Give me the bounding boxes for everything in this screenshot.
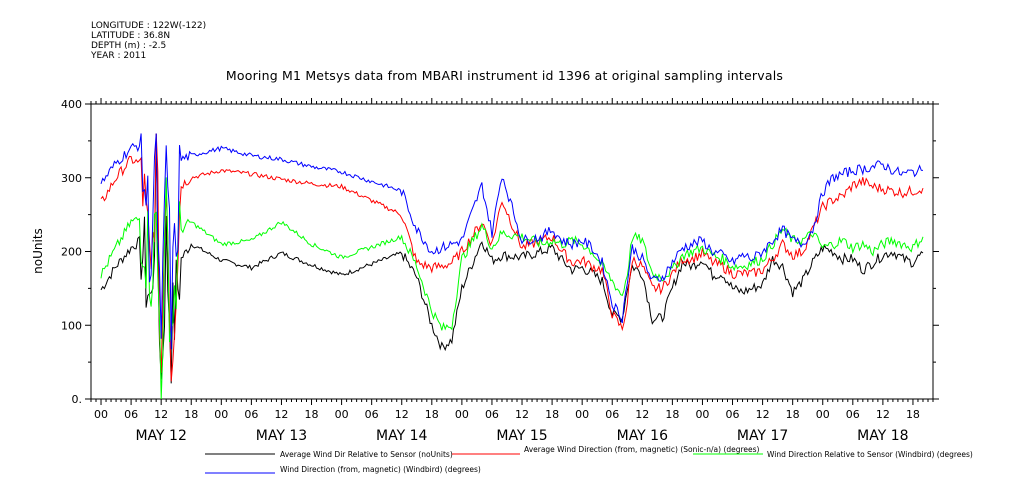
legend-label: Wind Direction Relative to Sensor (Windb… — [767, 450, 973, 459]
y-tick-label: 100 — [61, 319, 82, 332]
y-tick-label: 400 — [61, 98, 82, 111]
metadata-year: YEAR : 2011 — [91, 51, 147, 61]
x-day-label: MAY 17 — [737, 428, 788, 444]
y-axis-label: noUnits — [31, 228, 45, 274]
x-day-label: MAY 18 — [857, 428, 908, 444]
x-tick-label: 00 — [94, 408, 108, 421]
x-tick-label: 12 — [395, 408, 409, 421]
x-tick-label: 12 — [876, 408, 890, 421]
series-line-1 — [100, 133, 924, 384]
x-tick-label: 00 — [695, 408, 709, 421]
y-tick-label: 0. — [72, 393, 83, 406]
x-tick-label: 12 — [635, 408, 649, 421]
x-tick-label: 12 — [756, 408, 770, 421]
x-tick-label: 18 — [906, 408, 920, 421]
metadata-block: LONGITUDE : 122W(-122) LATITUDE : 36.8N … — [91, 21, 206, 61]
series-layer — [100, 133, 924, 400]
series-line-4 — [100, 133, 924, 350]
metadata-longitude: LONGITUDE : 122W(-122) — [91, 21, 207, 31]
x-tick-label: 18 — [665, 408, 679, 421]
legend-label: Average Wind Dir Relative to Sensor (noU… — [280, 450, 453, 459]
axis-ticks: 0. 100 200 300 400 00 06 12 18 00 06 12 18 00 06 12 18 00… — [61, 98, 939, 444]
legend: Average Wind Dir Relative to Sensor (noU… — [205, 445, 973, 474]
series-line-2 — [100, 133, 924, 382]
legend-label: Wind Direction (from, magnetic) (Windbir… — [280, 465, 481, 474]
x-tick-label: 18 — [305, 408, 319, 421]
x-day-label: MAY 16 — [617, 428, 668, 444]
x-tick-label: 06 — [485, 408, 499, 421]
metadata-depth: DEPTH (m) : -2.5 — [91, 41, 167, 51]
x-tick-label: 00 — [455, 408, 469, 421]
x-tick-label: 06 — [365, 408, 379, 421]
x-day-label: MAY 14 — [376, 428, 427, 444]
x-tick-label: 06 — [605, 408, 619, 421]
metadata-latitude: LATITUDE : 36.8N — [91, 31, 171, 41]
x-tick-label: 12 — [154, 408, 168, 421]
y-tick-label: 300 — [61, 172, 82, 185]
x-tick-label: 00 — [335, 408, 349, 421]
x-tick-label: 12 — [274, 408, 288, 421]
x-tick-label: 18 — [786, 408, 800, 421]
x-tick-label: 06 — [846, 408, 860, 421]
x-tick-label: 00 — [816, 408, 830, 421]
x-day-label: MAY 13 — [256, 428, 307, 444]
legend-label: Average Wind Direction (from, magnetic) … — [524, 445, 760, 454]
x-tick-label: 00 — [214, 408, 228, 421]
y-tick-label: 200 — [61, 246, 82, 259]
chart-title: Mooring M1 Metsys data from MBARI instru… — [225, 68, 784, 83]
x-tick-label: 18 — [545, 408, 559, 421]
x-tick-label: 18 — [184, 408, 198, 421]
x-day-label: MAY 12 — [135, 428, 186, 444]
x-tick-label: 00 — [575, 408, 589, 421]
series-line-3 — [100, 177, 924, 400]
x-day-label: MAY 15 — [496, 428, 547, 444]
x-tick-label: 06 — [244, 408, 258, 421]
x-tick-label: 06 — [726, 408, 740, 421]
x-tick-label: 12 — [515, 408, 529, 421]
x-tick-label: 18 — [425, 408, 439, 421]
x-tick-label: 06 — [124, 408, 138, 421]
